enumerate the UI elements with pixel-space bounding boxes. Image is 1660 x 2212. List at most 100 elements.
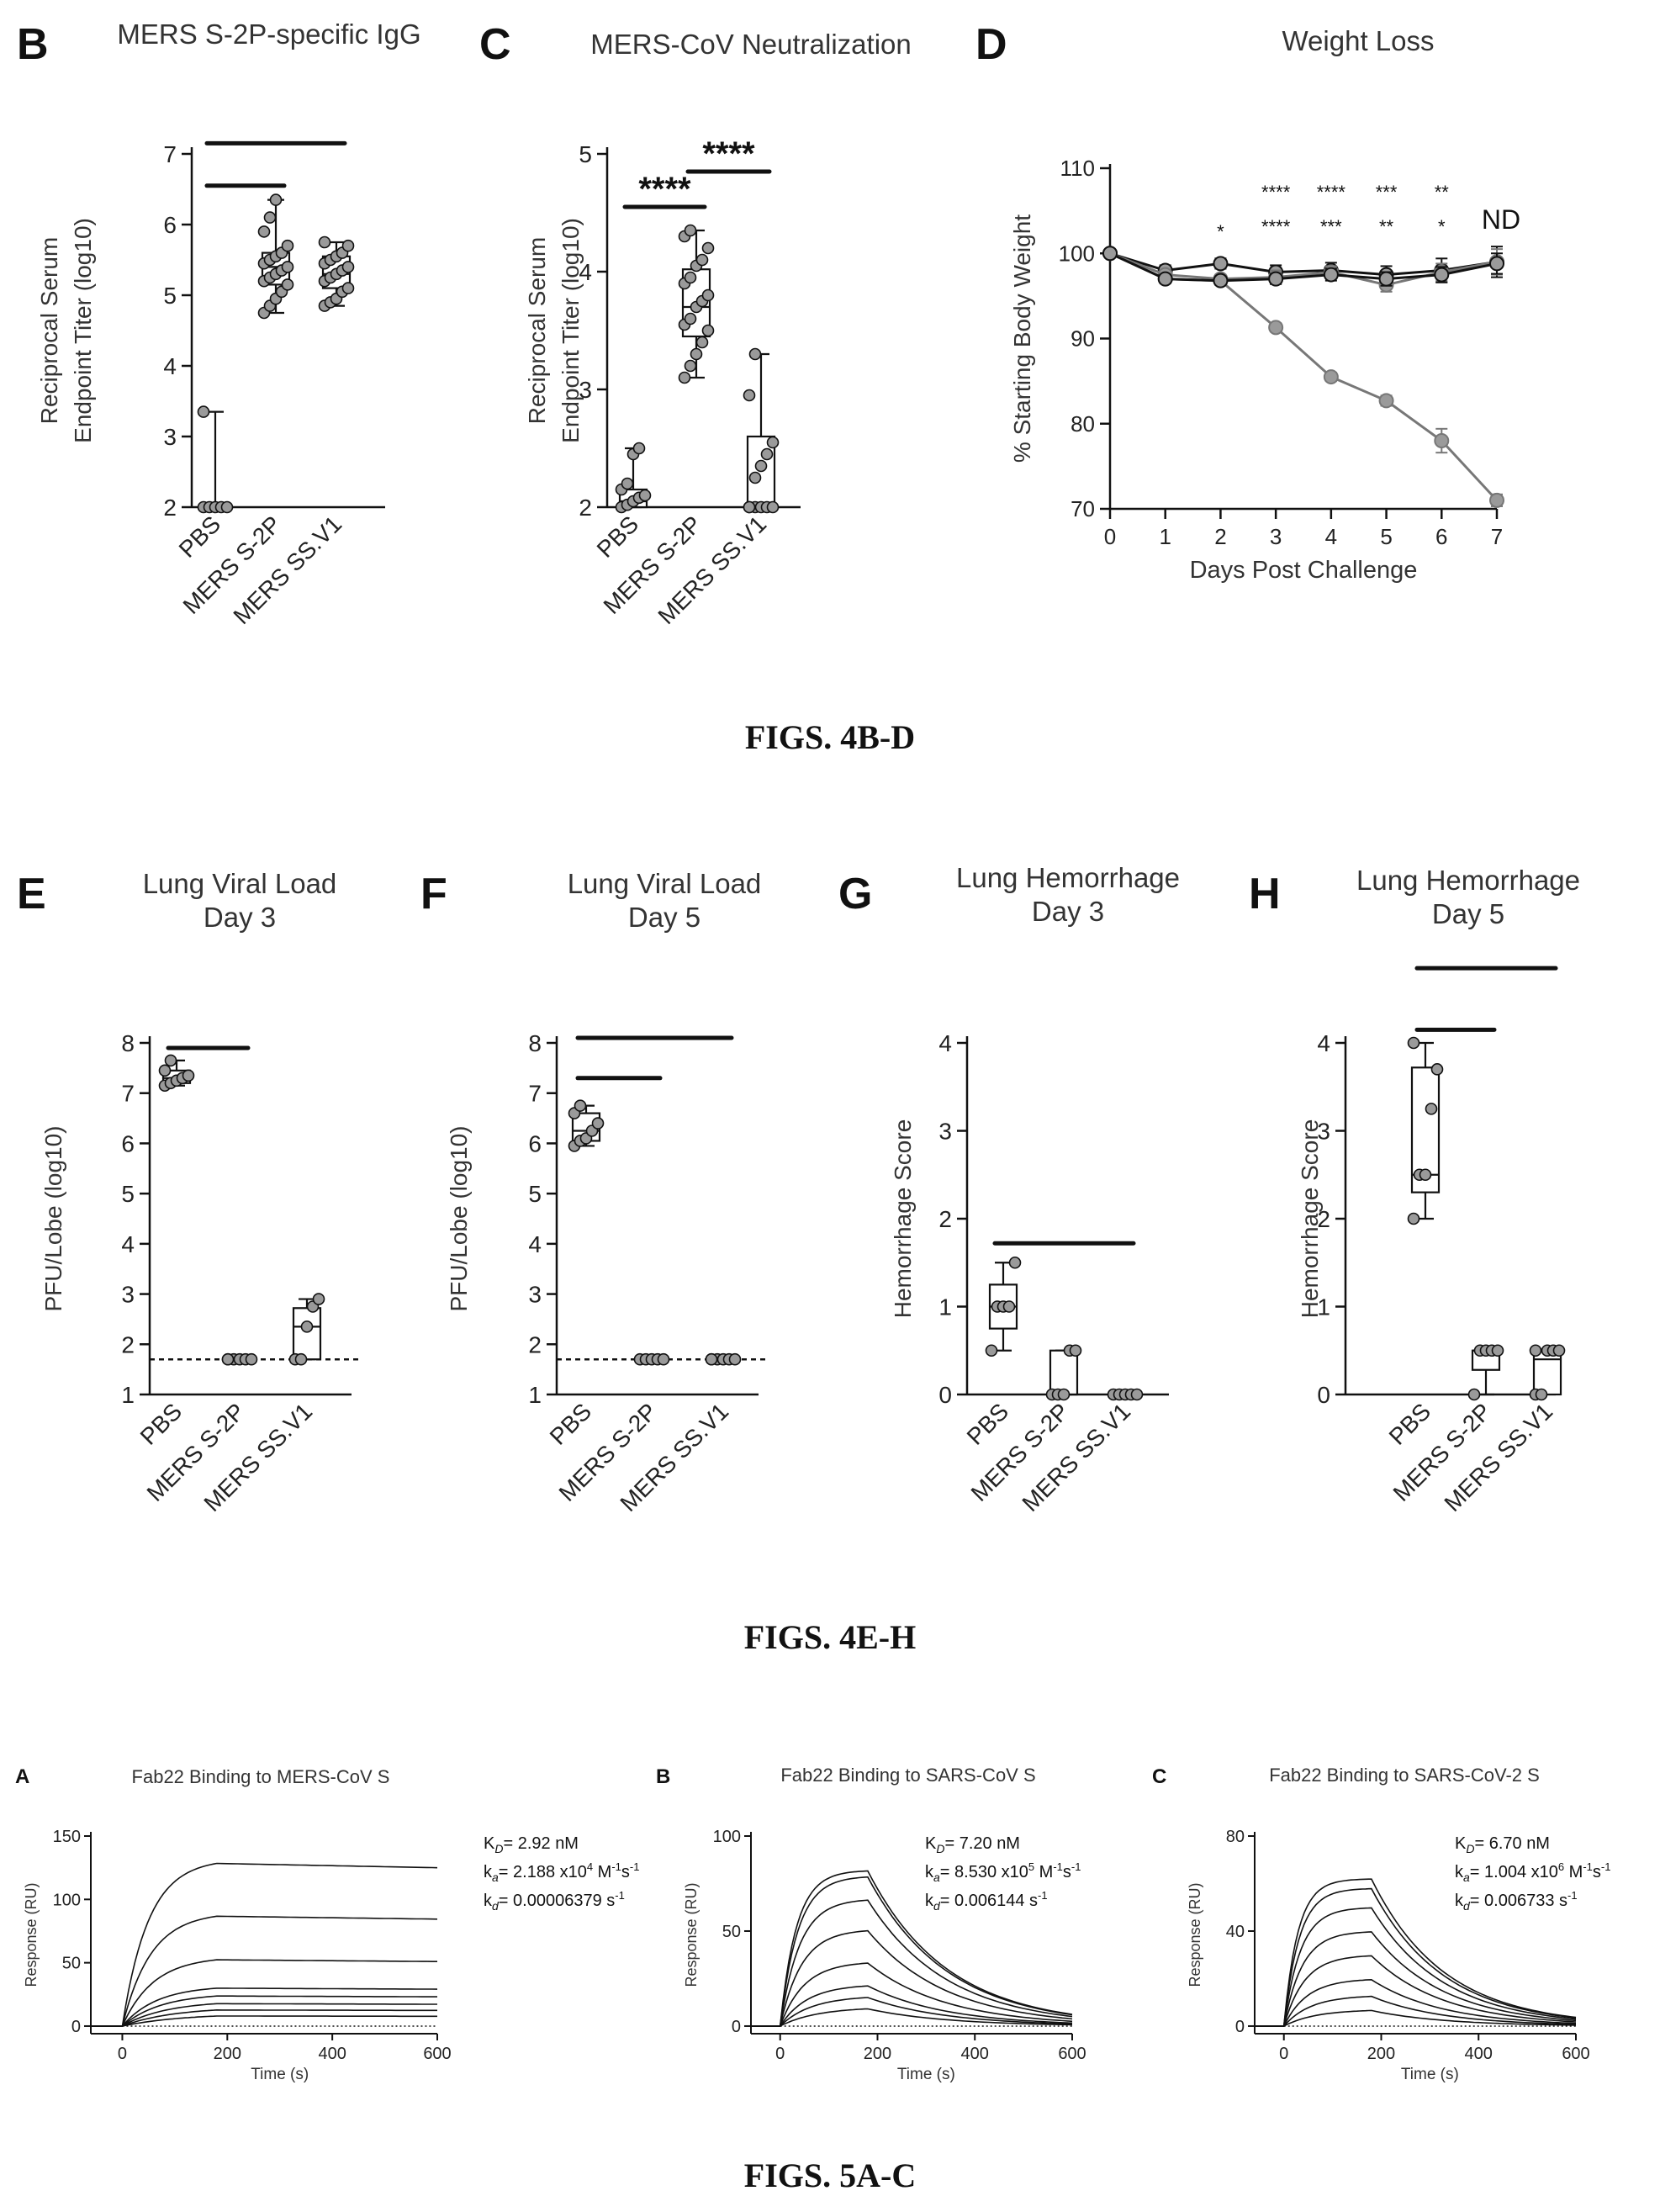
y-tick-label: 1 [1317,1294,1330,1320]
data-point [701,288,715,302]
series-marker [1102,246,1118,262]
x-tick-label: 0 [1104,524,1116,549]
y-axis-label-line-0: Reciprocal Serum [36,237,62,425]
y-tick-label: 4 [579,259,592,285]
data-point [1430,1063,1444,1076]
y-tick-label: 3 [1317,1119,1330,1145]
x-tick-label: 400 [318,2045,346,2063]
y-tick-label: 0 [1317,1382,1330,1408]
kinetics-text-2: kd= 0.006144 s-1 [925,1889,1048,1913]
data-point [1467,1388,1481,1401]
caption-figs-4e-h: FIGS. 4E-H [744,1618,916,1656]
kinetics-text-part: M [1564,1863,1583,1881]
y-tick-label: 3 [579,377,592,403]
kinetics-text-part: D [936,1842,944,1855]
x-category-label: PBS [1384,1398,1436,1450]
panel-label-4h: H [1249,870,1281,918]
kinetics-text-part: k [484,1863,493,1881]
y-axis-label: Response (RU) [683,1882,700,1987]
kinetics-text-part: k [484,1892,493,1910]
y-tick-label: 5 [163,283,177,309]
data-point [684,224,697,237]
y-tick-label: 2 [938,1206,952,1232]
data-point [985,1344,998,1357]
x-category-label: PBS [135,1398,188,1450]
data-point [257,225,271,238]
x-tick-label: 600 [1058,2045,1086,2063]
kinetics-text-part: K [1455,1834,1467,1853]
data-point [312,1293,325,1305]
series-line-0 [1109,251,1499,501]
series-marker [1213,273,1229,288]
data-point [158,1064,172,1077]
panel-5c-sars2-binding: C Fab22 Binding to SARS-CoV-2 S 0 40 80 0 200 4… [1152,1765,1610,2083]
sensorgram-curve [91,1959,437,2027]
sensorgram-curve [91,1987,438,2027]
sensorgram-curve [751,2008,1073,2027]
y-tick-label: 6 [163,212,177,238]
data-point [1130,1388,1144,1401]
kinetics-text-part: M [1034,1863,1053,1881]
y-tick-label: 3 [121,1282,135,1308]
y-tick-label: 0 [938,1382,952,1408]
kinetics-text-part: M [593,1863,611,1881]
significance-stars: **** [638,171,691,208]
sensorgram-curve [1255,2009,1577,2027]
y-axis-label: Response (RU) [1187,1882,1203,1987]
y-tick-label: 7 [163,141,177,167]
box-iqr [1532,1349,1562,1396]
y-tick-label: 7 [528,1081,542,1107]
y-tick-label: 1 [121,1382,135,1408]
x-category-label: PBS [592,511,644,563]
x-tick-label: 3 [1270,524,1282,549]
box-iqr [292,1307,322,1361]
x-category-label: MERS SS.V1 [1017,1398,1135,1516]
kinetics-text-part: k [1455,1863,1464,1881]
sensorgram-curve [751,1899,1073,2027]
kinetics-text-part: d [492,1899,500,1913]
data-point [1552,1344,1566,1357]
x-tick-label: 600 [1562,2045,1589,2063]
kinetics-text-part: a [933,1871,940,1884]
data-point [341,261,355,273]
data-point [632,442,646,455]
significance-stars-top: *** [1376,182,1398,203]
kinetics-text-part: a [1463,1871,1470,1884]
panel-title-5c: Fab22 Binding to SARS-CoV-2 S [1269,1765,1540,1786]
y-tick-label: 40 [1226,1923,1245,1941]
x-tick-label: 0 [118,2045,127,2063]
data-point [220,500,234,514]
panel-title-4f-line-1: Day 5 [628,902,700,933]
data-point [281,261,294,273]
x-tick-label: 200 [1367,2045,1395,2063]
y-tick-label: 5 [121,1181,135,1207]
x-tick-label: 6 [1435,524,1447,549]
y-tick-label: 70 [1071,496,1095,521]
data-point [245,1352,258,1366]
significance-stars-bottom: * [1438,216,1446,237]
panel-title-4e-line-1: Day 3 [204,902,276,933]
data-point [1529,1344,1542,1357]
x-tick-label: 1 [1159,524,1171,549]
significance-stars-bottom: *** [1320,216,1342,237]
kinetics-text-2: kd= 0.006733 s-1 [1455,1889,1578,1913]
y-tick-label: 3 [528,1282,542,1308]
panel-title-5a: Fab22 Binding to MERS-CoV S [132,1766,390,1787]
y-tick-label: 0 [732,2018,741,2036]
panel-title-5b: Fab22 Binding to SARS-CoV S [780,1765,1035,1786]
kinetics-text-part: 6 [1558,1860,1564,1873]
x-category-label: MERS SS.V1 [228,511,346,629]
y-axis-label-line-1: Endpoint Titer (log10) [558,218,584,443]
sensorgram-curve [751,1962,1073,2027]
series-marker [1434,433,1450,448]
caption-figs-4b-d: FIGS. 4B-D [745,718,915,756]
kinetics-text-part: a [492,1871,499,1884]
data-point [263,211,277,224]
x-tick-label: 4 [1325,524,1337,549]
panel-label-4g: G [838,870,872,918]
kinetics-text-part: k [925,1863,934,1881]
data-point [760,447,774,461]
panel-title-4g-line-1: Day 3 [1032,896,1104,927]
y-tick-label: 8 [528,1030,542,1056]
